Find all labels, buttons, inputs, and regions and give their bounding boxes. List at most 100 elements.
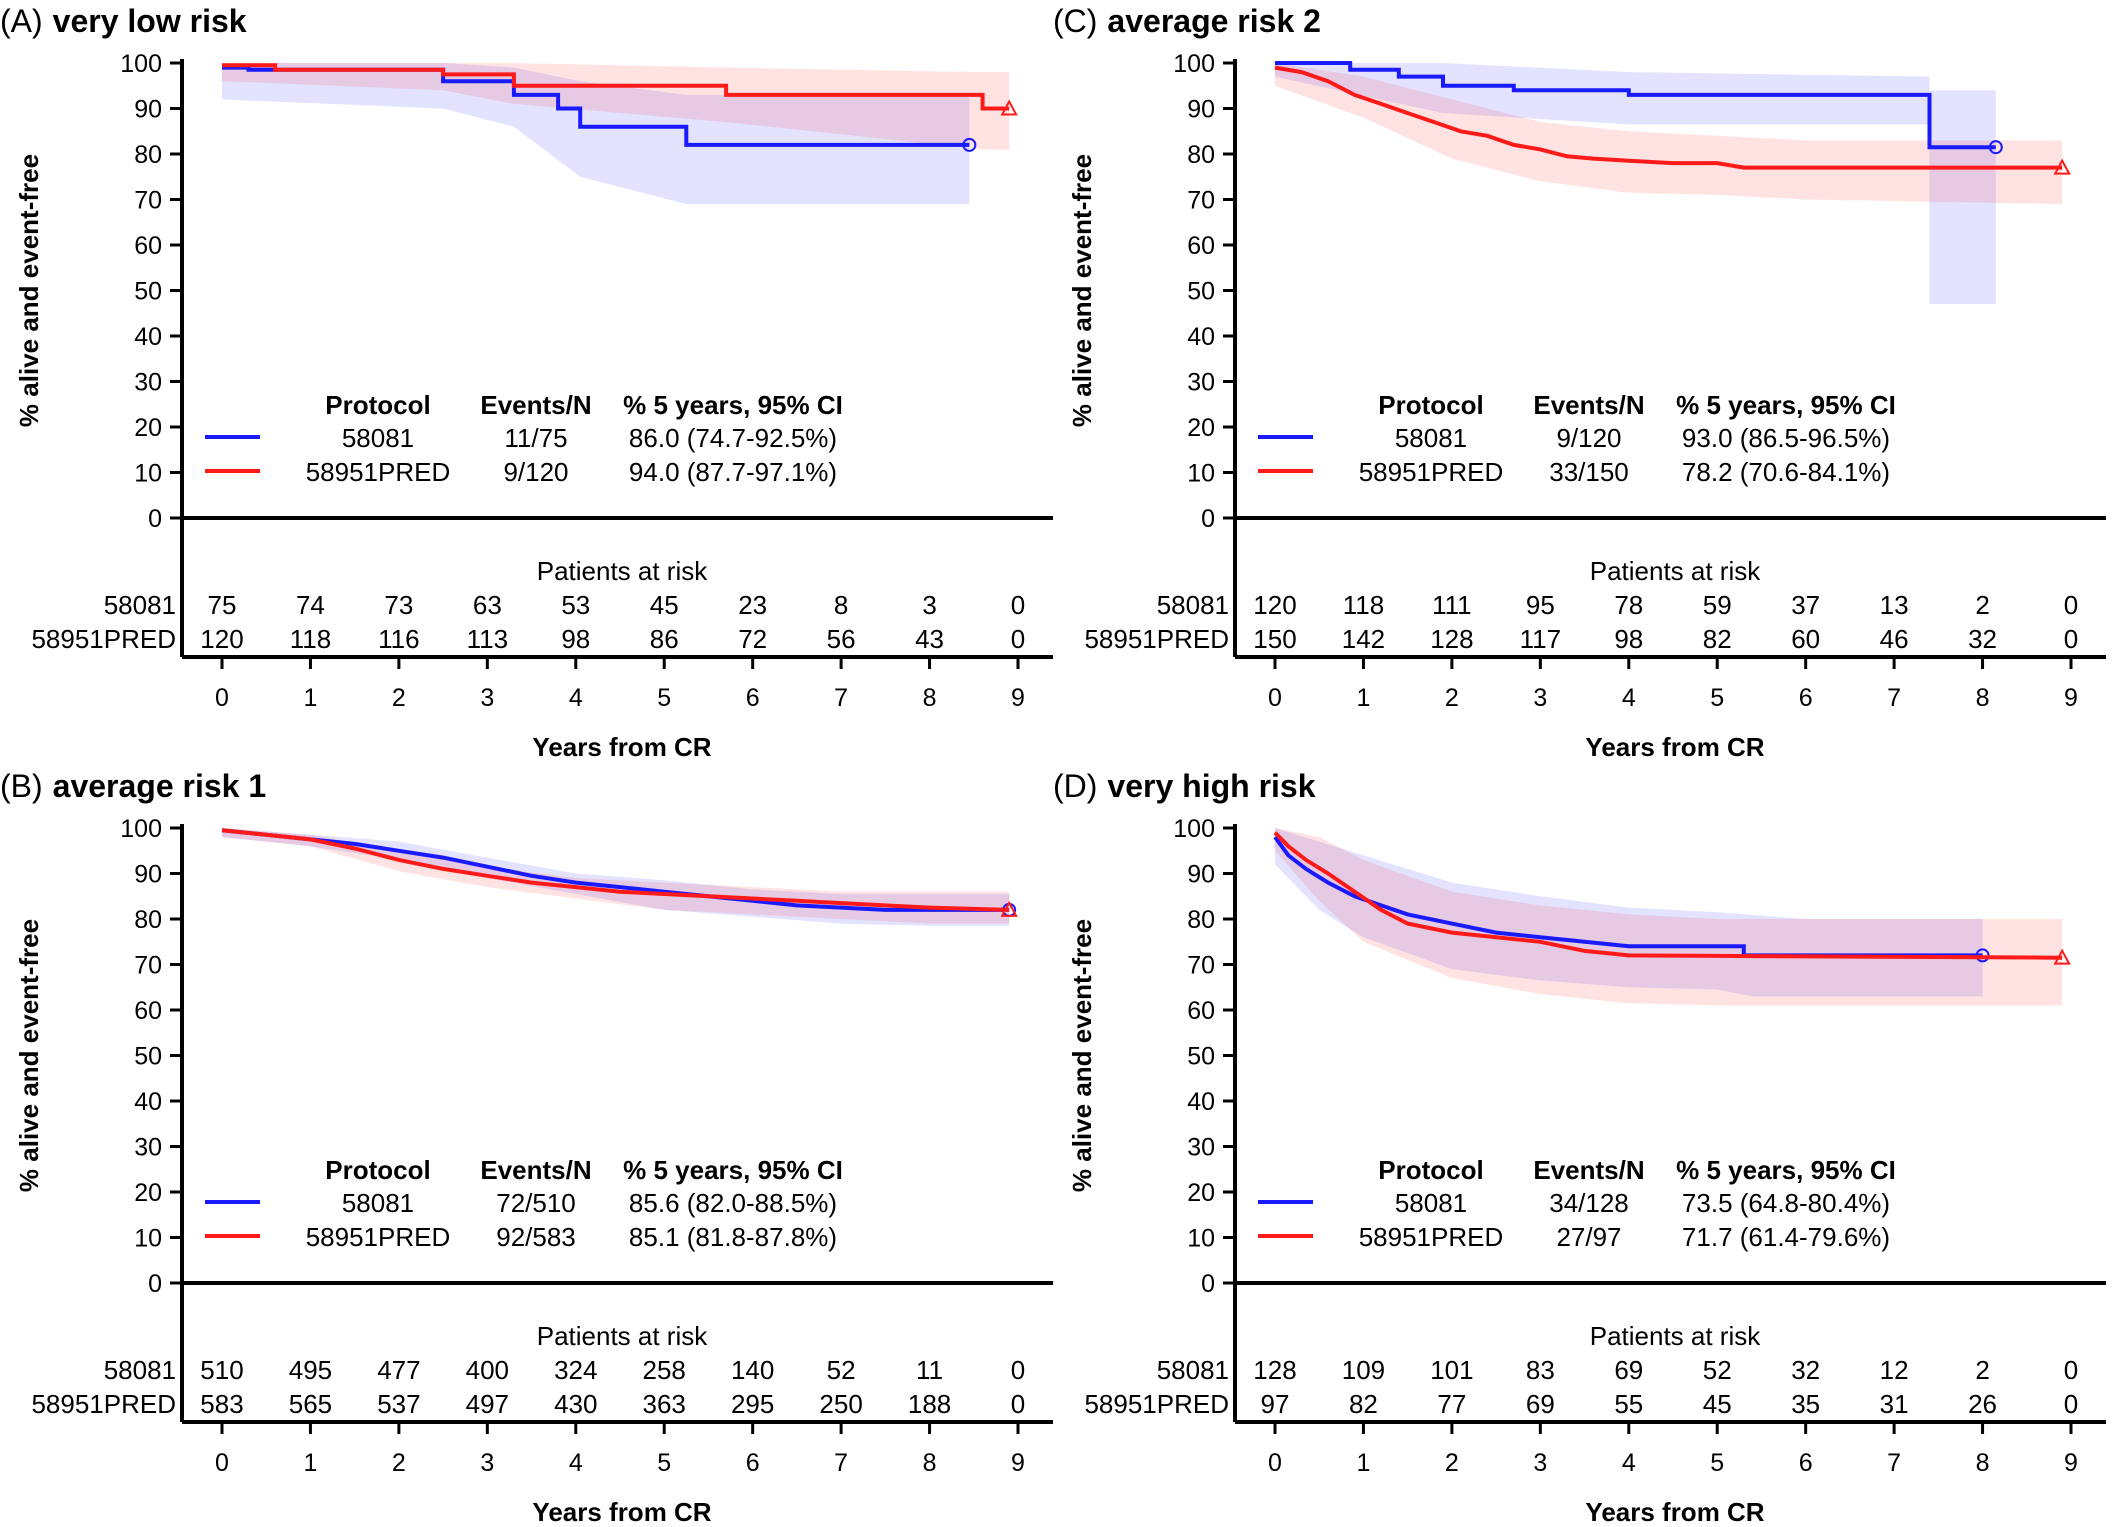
ci-band-58951PRED	[1275, 828, 2063, 1006]
survival-line-58081	[221, 828, 1010, 912]
risk-count: 250	[819, 1389, 862, 1419]
risk-count: 8	[834, 590, 848, 620]
x-tick-label: 4	[569, 1449, 583, 1477]
x-tick-label: 6	[746, 1449, 760, 1477]
risk-count: 116	[378, 624, 419, 654]
legend-series-name: 58951PRED	[306, 1222, 451, 1252]
y-axis-title: % alive and event-free	[14, 154, 44, 427]
x-tick-label: 5	[1710, 684, 1724, 712]
censor-mark-58951PRED	[2053, 158, 2071, 175]
chart-panel: (C) average risk 20102030405060708090100%…	[1053, 3, 2106, 762]
risk-count: 37	[1791, 590, 1820, 620]
x-tick-label: 6	[1799, 1449, 1813, 1477]
risk-table-title: Patients at risk	[537, 556, 709, 586]
y-tick-label: 0	[1201, 1270, 1215, 1298]
legend-header-percent: % 5 years, 95% CI	[623, 390, 843, 420]
risk-count: 55	[1614, 1389, 1643, 1419]
risk-count: 120	[1253, 590, 1296, 620]
risk-count: 12	[1880, 1355, 1909, 1385]
risk-count: 43	[915, 624, 944, 654]
x-tick-label: 9	[2064, 1449, 2078, 1477]
legend-events: 72/510	[496, 1188, 576, 1218]
risk-count: 120	[200, 624, 243, 654]
legend-events: 11/75	[504, 423, 567, 453]
risk-count: 32	[1968, 624, 1997, 654]
risk-count: 430	[554, 1389, 597, 1419]
risk-count: 45	[1703, 1389, 1732, 1419]
risk-count: 118	[1343, 590, 1384, 620]
risk-count: 72	[738, 624, 767, 654]
legend-series-name: 58081	[1395, 423, 1467, 453]
risk-count: 23	[738, 590, 767, 620]
y-tick-label: 60	[134, 232, 162, 260]
x-tick-label: 7	[834, 1449, 848, 1477]
y-tick-label: 40	[134, 323, 162, 351]
survival-line-58951PRED	[1273, 831, 2063, 960]
risk-count: 128	[1430, 624, 1473, 654]
risk-row-label: 58951PRED	[31, 1389, 176, 1419]
y-tick-label: 50	[134, 278, 162, 306]
risk-count: 74	[296, 590, 325, 620]
y-tick-label: 10	[1187, 460, 1215, 488]
ci-band-58081	[1275, 63, 1996, 305]
y-tick-label: 80	[134, 141, 162, 169]
x-tick-label: 4	[1622, 684, 1636, 712]
risk-row-label: 58081	[1157, 1355, 1229, 1385]
x-tick-label: 8	[923, 1449, 937, 1477]
y-tick-label: 20	[1187, 414, 1215, 442]
risk-row-label: 58081	[104, 590, 176, 620]
risk-count: 77	[1437, 1389, 1466, 1419]
risk-count: 52	[1703, 1355, 1732, 1385]
panel-title-text: very low risk	[53, 3, 247, 39]
y-tick-label: 20	[1187, 1179, 1215, 1207]
ci-band-58081	[222, 63, 970, 205]
y-tick-label: 40	[1187, 1088, 1215, 1116]
y-tick-label: 30	[1187, 369, 1215, 397]
risk-count: 56	[827, 624, 856, 654]
legend-events: 34/128	[1549, 1188, 1629, 1218]
y-tick-label: 70	[1187, 187, 1215, 215]
y-tick-label: 100	[1173, 50, 1215, 78]
ci-band-58951PRED	[222, 63, 1010, 150]
risk-count: 98	[1614, 624, 1643, 654]
panel-title-text: average risk 1	[53, 768, 267, 804]
x-tick-label: 1	[303, 1449, 317, 1477]
risk-count: 69	[1614, 1355, 1643, 1385]
x-tick-label: 9	[1011, 684, 1025, 712]
y-tick-label: 30	[1187, 1134, 1215, 1162]
risk-count: 2	[1975, 1355, 1989, 1385]
risk-count: 82	[1703, 624, 1732, 654]
legend-header-events: Events/N	[480, 1155, 591, 1185]
risk-row-label: 58951PRED	[1084, 624, 1229, 654]
y-tick-label: 20	[134, 1179, 162, 1207]
y-tick-label: 100	[1173, 815, 1215, 843]
panel-label: (A)	[0, 3, 43, 39]
censor-mark-58951PRED	[1000, 900, 1018, 917]
risk-count: 59	[1703, 590, 1732, 620]
risk-count: 118	[290, 624, 331, 654]
risk-row-label: 58081	[1157, 590, 1229, 620]
y-axis-title: % alive and event-free	[14, 919, 44, 1192]
y-tick-label: 90	[134, 96, 162, 124]
legend-header-protocol: Protocol	[325, 1155, 430, 1185]
panel-label: (D)	[1053, 768, 1097, 804]
risk-count: 117	[1520, 624, 1561, 654]
y-tick-label: 60	[1187, 232, 1215, 260]
y-tick-label: 60	[1187, 997, 1215, 1025]
legend-header-events: Events/N	[1533, 390, 1644, 420]
risk-count: 60	[1791, 624, 1820, 654]
chart-panel: (D) very high risk0102030405060708090100%…	[1053, 768, 2106, 1527]
legend-series-name: 58951PRED	[1359, 457, 1504, 487]
x-tick-label: 7	[834, 684, 848, 712]
risk-table-title: Patients at risk	[1590, 1321, 1762, 1351]
y-tick-label: 20	[134, 414, 162, 442]
x-tick-label: 4	[569, 684, 583, 712]
x-tick-label: 1	[1356, 684, 1370, 712]
risk-count: 63	[473, 590, 502, 620]
legend-header-percent: % 5 years, 95% CI	[623, 1155, 843, 1185]
legend-events: 27/97	[1556, 1222, 1621, 1252]
risk-row-label: 58951PRED	[31, 624, 176, 654]
x-tick-label: 9	[1011, 1449, 1025, 1477]
legend-series-name: 58951PRED	[1359, 1222, 1504, 1252]
y-tick-label: 80	[1187, 906, 1215, 934]
